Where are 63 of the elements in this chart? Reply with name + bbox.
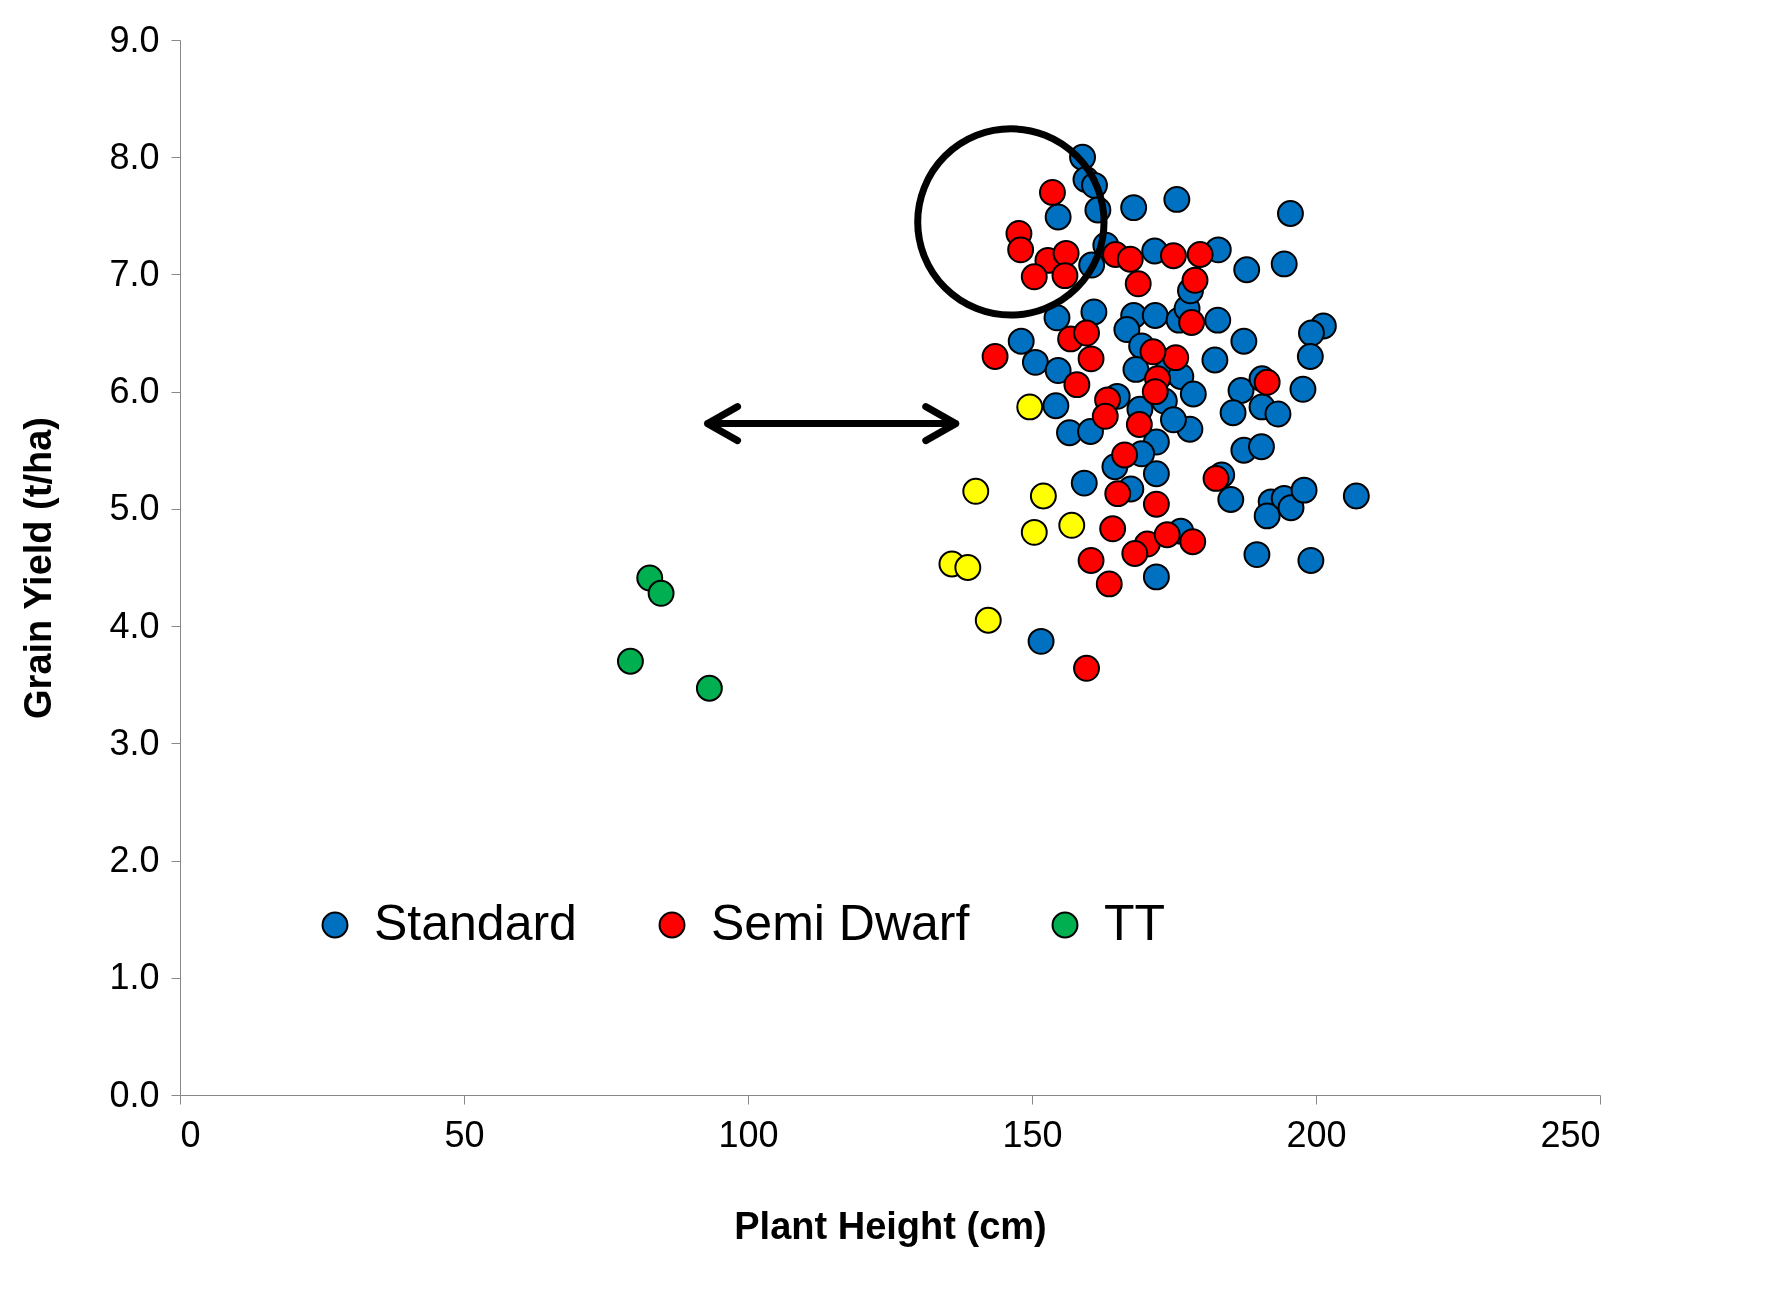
point bbox=[1020, 518, 1048, 546]
legend-label: TT bbox=[1104, 895, 1166, 951]
x-tick-label: 250 bbox=[1540, 1113, 1601, 1155]
point bbox=[1139, 338, 1167, 366]
point bbox=[1020, 263, 1048, 291]
point bbox=[954, 554, 982, 581]
y-tick-label: 0.0 bbox=[109, 1073, 160, 1115]
point bbox=[962, 477, 990, 505]
point bbox=[1058, 511, 1086, 539]
y-tick-label: 9.0 bbox=[109, 18, 160, 60]
point bbox=[1142, 490, 1170, 518]
point bbox=[1077, 345, 1105, 373]
point bbox=[1051, 262, 1079, 290]
point bbox=[1121, 540, 1149, 567]
x-tick-label: 50 bbox=[444, 1113, 485, 1155]
point bbox=[1202, 464, 1230, 492]
point bbox=[1073, 319, 1100, 347]
y-tick-label: 8.0 bbox=[109, 135, 160, 177]
y-tick-label: 6.0 bbox=[109, 370, 160, 412]
point bbox=[1077, 547, 1105, 574]
x-tick-label: 200 bbox=[1286, 1113, 1347, 1155]
point bbox=[1052, 239, 1080, 267]
y-tick-label: 4.0 bbox=[109, 604, 160, 646]
point bbox=[1029, 482, 1057, 510]
y-tick-label: 3.0 bbox=[109, 721, 160, 763]
point bbox=[1104, 480, 1132, 508]
point bbox=[1063, 371, 1091, 399]
point bbox=[1039, 178, 1066, 206]
point bbox=[1141, 378, 1169, 406]
point bbox=[974, 606, 1002, 634]
point bbox=[1091, 402, 1119, 430]
point bbox=[981, 343, 1009, 370]
point bbox=[1253, 368, 1281, 396]
x-axis-title: Plant Height (cm) bbox=[734, 1204, 1047, 1247]
point bbox=[1153, 521, 1181, 549]
point bbox=[1116, 245, 1144, 273]
point bbox=[1124, 270, 1152, 298]
point bbox=[1181, 266, 1209, 294]
y-tick-label: 1.0 bbox=[109, 956, 160, 998]
y-tick-label: 2.0 bbox=[109, 839, 160, 881]
legend-label: Semi Dwarf bbox=[711, 895, 970, 951]
point bbox=[1179, 528, 1207, 556]
legend-label: Standard bbox=[374, 895, 577, 951]
point bbox=[1095, 570, 1123, 598]
x-tick-label: 150 bbox=[1002, 1113, 1063, 1155]
point bbox=[647, 579, 675, 607]
y-axis-title: Grain Yield (t/ha) bbox=[17, 417, 60, 719]
point bbox=[1073, 654, 1100, 682]
point bbox=[1111, 441, 1139, 469]
point bbox=[1159, 242, 1187, 270]
point bbox=[1178, 309, 1206, 336]
point bbox=[1186, 241, 1214, 268]
point bbox=[1007, 236, 1035, 264]
point bbox=[1016, 393, 1044, 421]
point bbox=[1099, 515, 1127, 543]
x-tick-label: 0 bbox=[180, 1113, 201, 1155]
point bbox=[695, 674, 723, 702]
point bbox=[1125, 411, 1153, 438]
point bbox=[1162, 344, 1190, 372]
y-tick-label: 7.0 bbox=[109, 252, 160, 294]
x-tick-label: 100 bbox=[718, 1113, 779, 1155]
point bbox=[616, 647, 644, 675]
y-tick-label: 5.0 bbox=[109, 487, 160, 529]
